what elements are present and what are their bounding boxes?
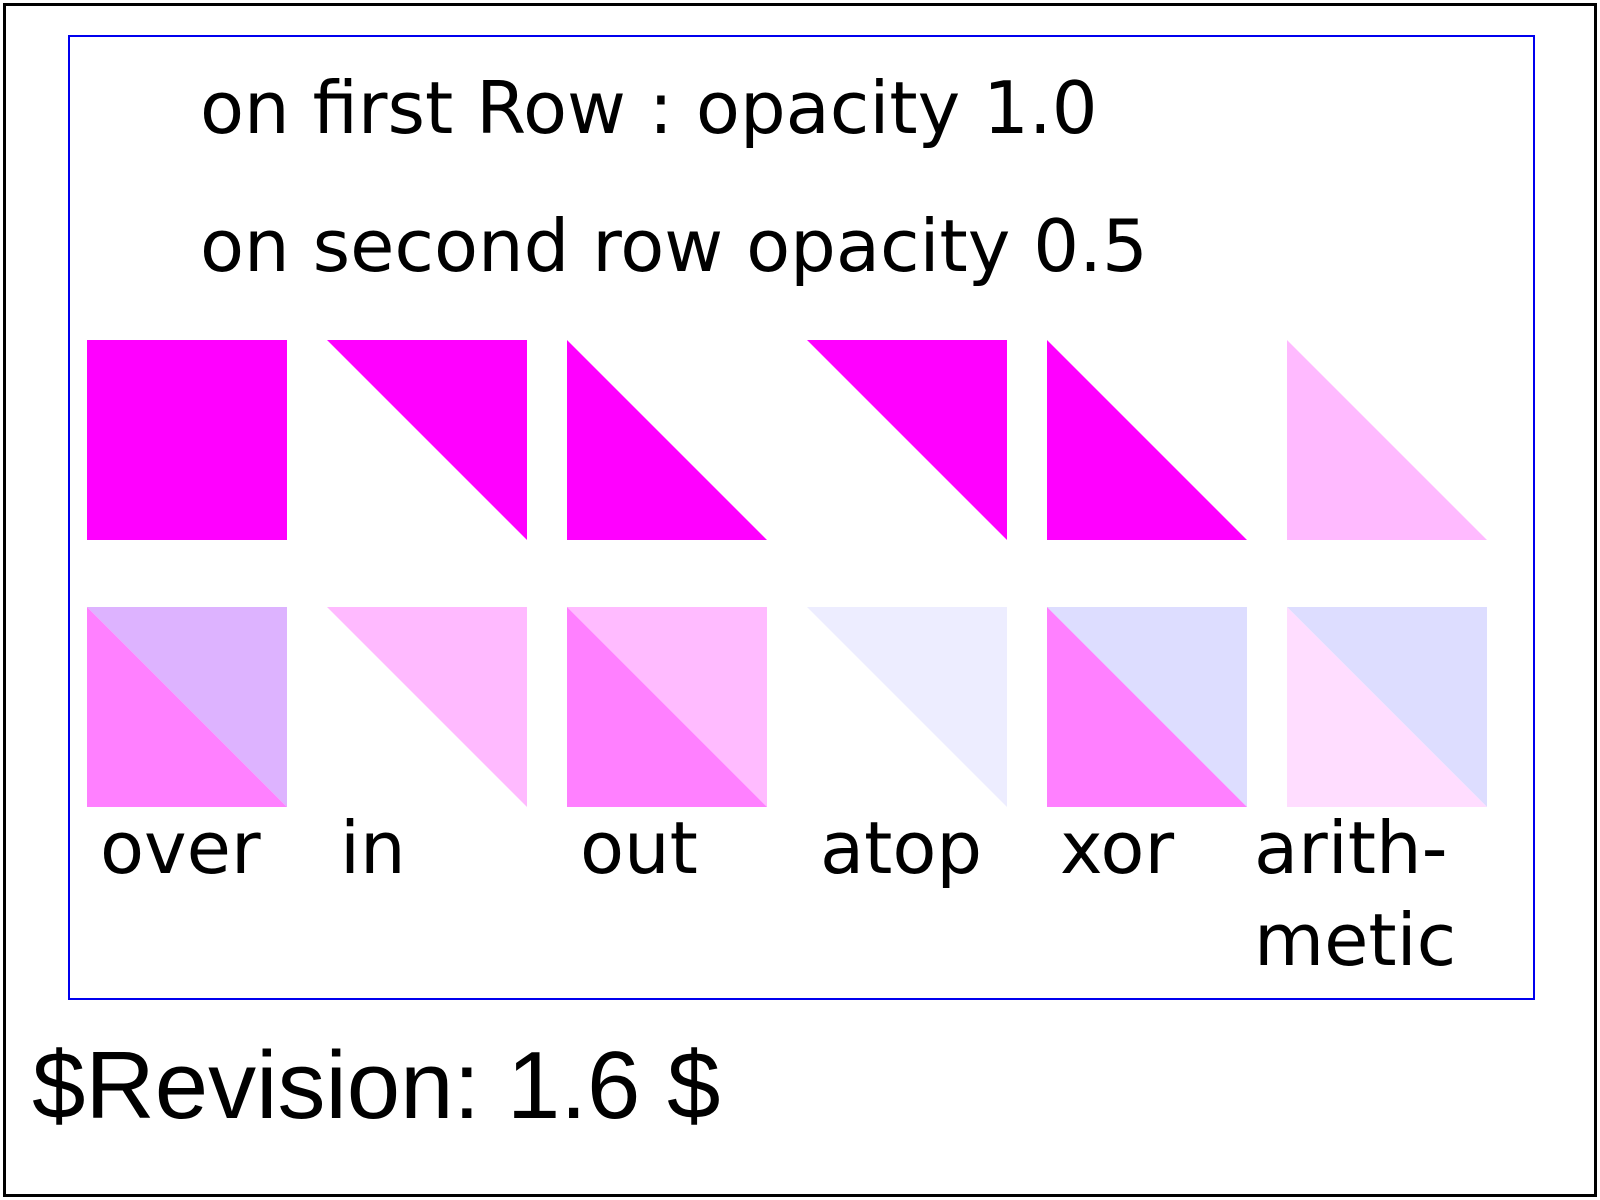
tile-in-row1 <box>327 340 527 540</box>
label-atop: atop <box>820 806 983 890</box>
tile-over-row1 <box>87 340 287 540</box>
tile-out-row2 <box>567 607 767 807</box>
label-xor: xor <box>1060 806 1175 890</box>
label-arithmetic-line-2: metic <box>1254 898 1457 982</box>
tile-over-row2 <box>87 607 287 807</box>
tile-atop-row2 <box>807 607 1007 807</box>
label-out: out <box>580 806 698 890</box>
tile-in-row2 <box>327 607 527 807</box>
description-line-2: on second row opacity 0.5 <box>200 204 1148 288</box>
tile-atop-row1 <box>807 340 1007 540</box>
tile-arithmetic-row2 <box>1287 607 1487 807</box>
outer-frame <box>3 3 1597 1197</box>
tile-arithmetic-row1 <box>1287 340 1487 540</box>
tile-xor-row2 <box>1047 607 1247 807</box>
label-in: in <box>340 806 406 890</box>
tile-out-row1 <box>567 340 767 540</box>
tile-xor-row1 <box>1047 340 1247 540</box>
revision-label: $Revision: 1.6 $ <box>32 1032 721 1139</box>
label-arithmetic-line-1: arith- <box>1254 806 1448 890</box>
inner-frame <box>68 35 1535 1000</box>
label-over: over <box>100 806 261 890</box>
description-line-1: on first Row : opacity 1.0 <box>200 66 1098 150</box>
